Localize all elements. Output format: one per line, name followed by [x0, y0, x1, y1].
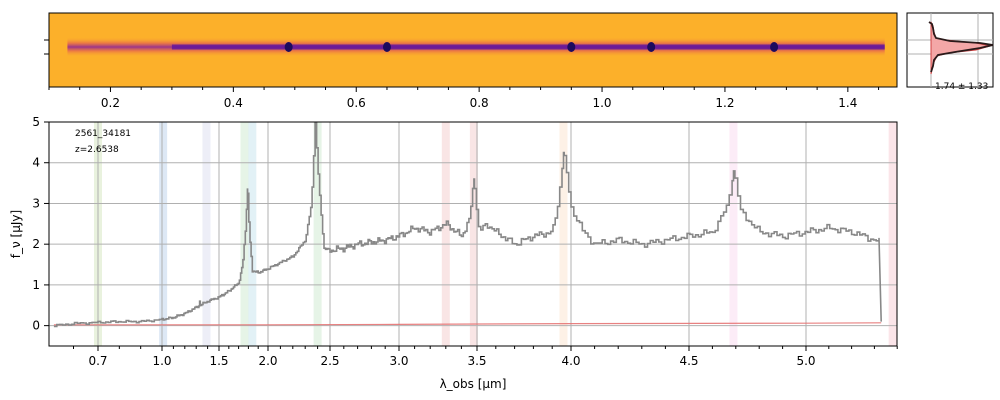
- line-marker-band: [469, 122, 478, 346]
- spectrum-trace-core: [171, 44, 885, 50]
- spectrum-2d-panel: 0.2 0.4 0.6 0.8 1.0 1.2 1.4: [44, 12, 898, 110]
- profile-panel: 1.74 ± 1.33: [906, 12, 994, 92]
- y-tick-label: 1: [32, 278, 40, 292]
- y-axis-label: f_ν [μJy]: [9, 210, 23, 258]
- emission-knot: [382, 42, 391, 52]
- spectrum-2d-xtick-label: 1.2: [715, 96, 734, 110]
- spectrum-2d-xtick-label: 1.4: [838, 96, 857, 110]
- x-tick-label: 2.0: [258, 354, 277, 368]
- y-tick-label: 2: [32, 237, 40, 251]
- x-tick-label: 4.5: [679, 354, 698, 368]
- x-tick-label: 4.0: [561, 354, 580, 368]
- line-marker-band: [313, 122, 322, 346]
- line-marker-band: [441, 122, 450, 346]
- x-axis-label: λ_obs [μm]: [440, 377, 507, 391]
- spectrum-1d-panel: 0.7 1.0 1.5 2.0 2.5 3.0 3.5 4.0 4.5 5.0 0 1 2 3 4 5 256…: [9, 115, 898, 391]
- line-marker-band: [559, 122, 568, 346]
- spectrum-2d-frame: [48, 12, 898, 88]
- error-series-line: [53, 322, 882, 326]
- emission-knot: [647, 42, 656, 52]
- y-tick-label: 0: [32, 319, 40, 333]
- spectrum-2d-xtick-label: 0.4: [224, 96, 243, 110]
- x-tick-label: 1.5: [209, 354, 228, 368]
- spectrum-2d-xtick-label: 0.2: [101, 96, 120, 110]
- spectrum-2d-xtick-label: 1.0: [592, 96, 611, 110]
- y-tick-label: 5: [32, 115, 40, 129]
- y-tick-label: 3: [32, 196, 40, 210]
- x-tick-label: 3.0: [389, 354, 408, 368]
- x-tick-label: 3.5: [467, 354, 486, 368]
- spectrum-2d-xtick-label: 0.8: [470, 96, 489, 110]
- x-tick-label: 0.7: [88, 354, 107, 368]
- x-tick-label: 5.0: [796, 354, 815, 368]
- emission-knot: [567, 42, 576, 52]
- line-marker-band: [248, 122, 257, 346]
- x-tick-label: 2.5: [320, 354, 339, 368]
- line-marker-band: [888, 122, 897, 346]
- emission-knot: [770, 42, 779, 52]
- emission-knot: [284, 42, 293, 52]
- line-marker-band: [729, 122, 738, 346]
- object-id-label: 2561_34181: [75, 129, 131, 139]
- line-marker-band: [240, 122, 249, 346]
- flux-series-line: [53, 122, 882, 328]
- x-tick-label: 1.0: [152, 354, 171, 368]
- profile-line: [928, 21, 994, 73]
- line-marker-band: [202, 122, 211, 346]
- spectrum-2d-xtick-label: 0.6: [347, 96, 366, 110]
- y-tick-label: 4: [32, 156, 40, 170]
- redshift-label: z=2.6538: [75, 145, 119, 155]
- profile-annotation: 1.74 ± 1.33: [935, 82, 988, 92]
- line-marker-band: [159, 122, 168, 346]
- spectrum-1d-frame: [48, 121, 898, 347]
